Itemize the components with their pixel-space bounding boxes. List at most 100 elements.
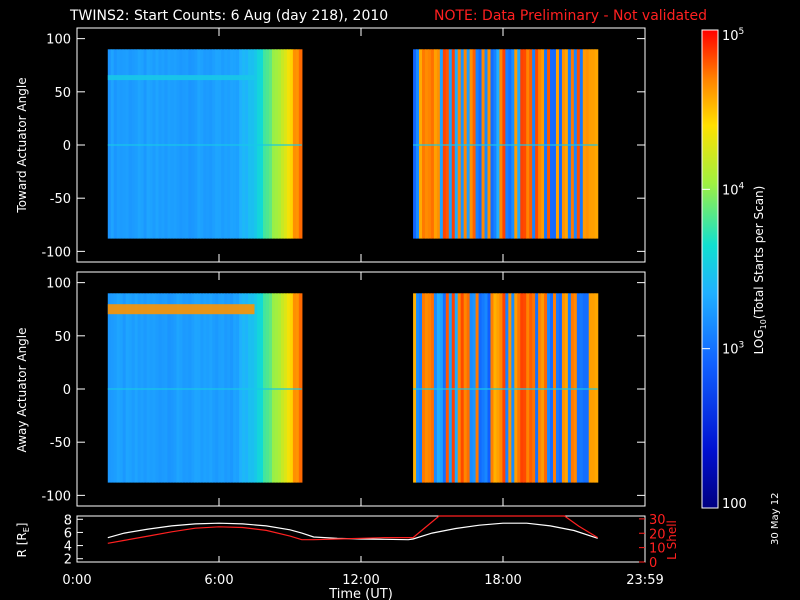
heatmap-column	[591, 293, 596, 483]
heatmap-column	[520, 49, 524, 239]
heatmap-column	[523, 293, 527, 483]
heatmap-column	[182, 293, 186, 483]
heatmap-column	[558, 49, 563, 239]
heatmap-column	[257, 49, 261, 239]
y-tick-label: -50	[50, 436, 71, 451]
heatmap-column	[277, 49, 282, 239]
heatmap-column	[131, 293, 136, 483]
heatmap-column	[236, 49, 240, 239]
heatmap-column	[469, 293, 474, 483]
heatmap-column	[260, 293, 264, 483]
heatmap-column	[460, 293, 465, 483]
r-distance-line	[107, 522, 598, 541]
heatmap-column	[155, 49, 160, 239]
heatmap-column	[564, 49, 569, 239]
x-tick-label: 0:00	[62, 573, 91, 588]
heatmap-column	[263, 293, 267, 483]
heatmap-column	[532, 49, 536, 239]
heatmap-column	[517, 49, 521, 239]
heatmap-column	[419, 49, 423, 239]
heatmap-column	[573, 49, 578, 239]
heatmap-column	[526, 49, 530, 239]
heatmap-column	[125, 49, 130, 239]
heatmap-column	[526, 293, 530, 483]
heatmap-column	[484, 293, 489, 483]
x-tick-label: 6:00	[204, 573, 233, 588]
heatmap-column	[585, 49, 590, 239]
heatmap-column	[517, 293, 521, 483]
heatmap-column	[558, 293, 563, 483]
heatmap-column	[254, 293, 258, 483]
colorbar-tick-label: 100	[722, 497, 747, 512]
heatmap-column	[134, 49, 139, 239]
heatmap-column	[576, 49, 581, 239]
heatmap-column	[439, 49, 444, 239]
heatmap-column	[564, 293, 569, 483]
heatmap-column	[119, 293, 124, 483]
heatmap-column	[555, 49, 560, 239]
heatmap-column	[266, 49, 270, 239]
l-shell-tick-label: 0	[649, 556, 657, 571]
heatmap-column	[182, 49, 186, 239]
heatmap-column	[110, 293, 115, 483]
heatmap-column	[430, 49, 435, 239]
heatmap-column	[268, 49, 273, 239]
heatmap-column	[573, 293, 578, 483]
heatmap-column	[248, 293, 252, 483]
heatmap-column	[472, 293, 477, 483]
heatmap-zero-line	[413, 388, 598, 390]
x-axis-label: Time (UT)	[328, 587, 393, 600]
away-y-ticks: 100 50 0 -50 -100	[41, 272, 646, 506]
heatmap-column	[553, 49, 557, 239]
heatmap-column	[594, 293, 599, 483]
heatmap-column	[268, 293, 273, 483]
r-tick-label: 2	[64, 553, 72, 568]
heatmap-column	[514, 49, 518, 239]
away-heatmap-blocks	[107, 293, 599, 483]
heatmap-column	[496, 293, 501, 483]
heatmap-column	[422, 293, 426, 483]
heatmap-column	[170, 49, 175, 239]
heatmap-column	[469, 49, 474, 239]
heatmap-column	[230, 49, 234, 239]
heatmap-column	[433, 293, 438, 483]
heatmap-column	[274, 49, 279, 239]
heatmap-column	[242, 293, 246, 483]
heatmap-column	[424, 293, 429, 483]
heatmap-column	[570, 49, 575, 239]
heatmap-column	[212, 293, 216, 483]
heatmap-column	[481, 49, 486, 239]
heatmap-column	[555, 293, 560, 483]
heatmap-column	[445, 49, 450, 239]
y-tick-label: 50	[54, 86, 71, 101]
heatmap-column	[251, 49, 255, 239]
heatmap-column	[128, 49, 133, 239]
heatmap-column	[475, 293, 480, 483]
heatmap-column	[511, 49, 515, 239]
r-tick-label: 4	[64, 540, 72, 555]
heatmap-column	[218, 293, 222, 483]
heatmap-column	[295, 293, 300, 483]
y-tick-label: 100	[46, 277, 71, 292]
heatmap-column	[233, 293, 237, 483]
heatmap-column	[520, 293, 524, 483]
heatmap-column	[286, 293, 291, 483]
date-stamp: 30 May 12	[770, 492, 781, 545]
heatmap-column	[158, 293, 163, 483]
heatmap-column	[200, 49, 204, 239]
heatmap-column	[167, 293, 172, 483]
heatmap-column	[514, 293, 518, 483]
heatmap-column	[451, 293, 456, 483]
heatmap-column	[460, 49, 465, 239]
y-tick-label: 0	[63, 139, 71, 154]
heatmap-column	[221, 49, 225, 239]
heatmap-column	[433, 49, 438, 239]
heatmap-column	[140, 49, 145, 239]
heatmap-column	[107, 293, 112, 483]
heatmap-column	[451, 49, 456, 239]
heatmap-column	[413, 49, 417, 239]
heatmap-column	[239, 293, 243, 483]
heatmap-column	[457, 293, 462, 483]
x-tick-label: 12:00	[342, 573, 379, 588]
